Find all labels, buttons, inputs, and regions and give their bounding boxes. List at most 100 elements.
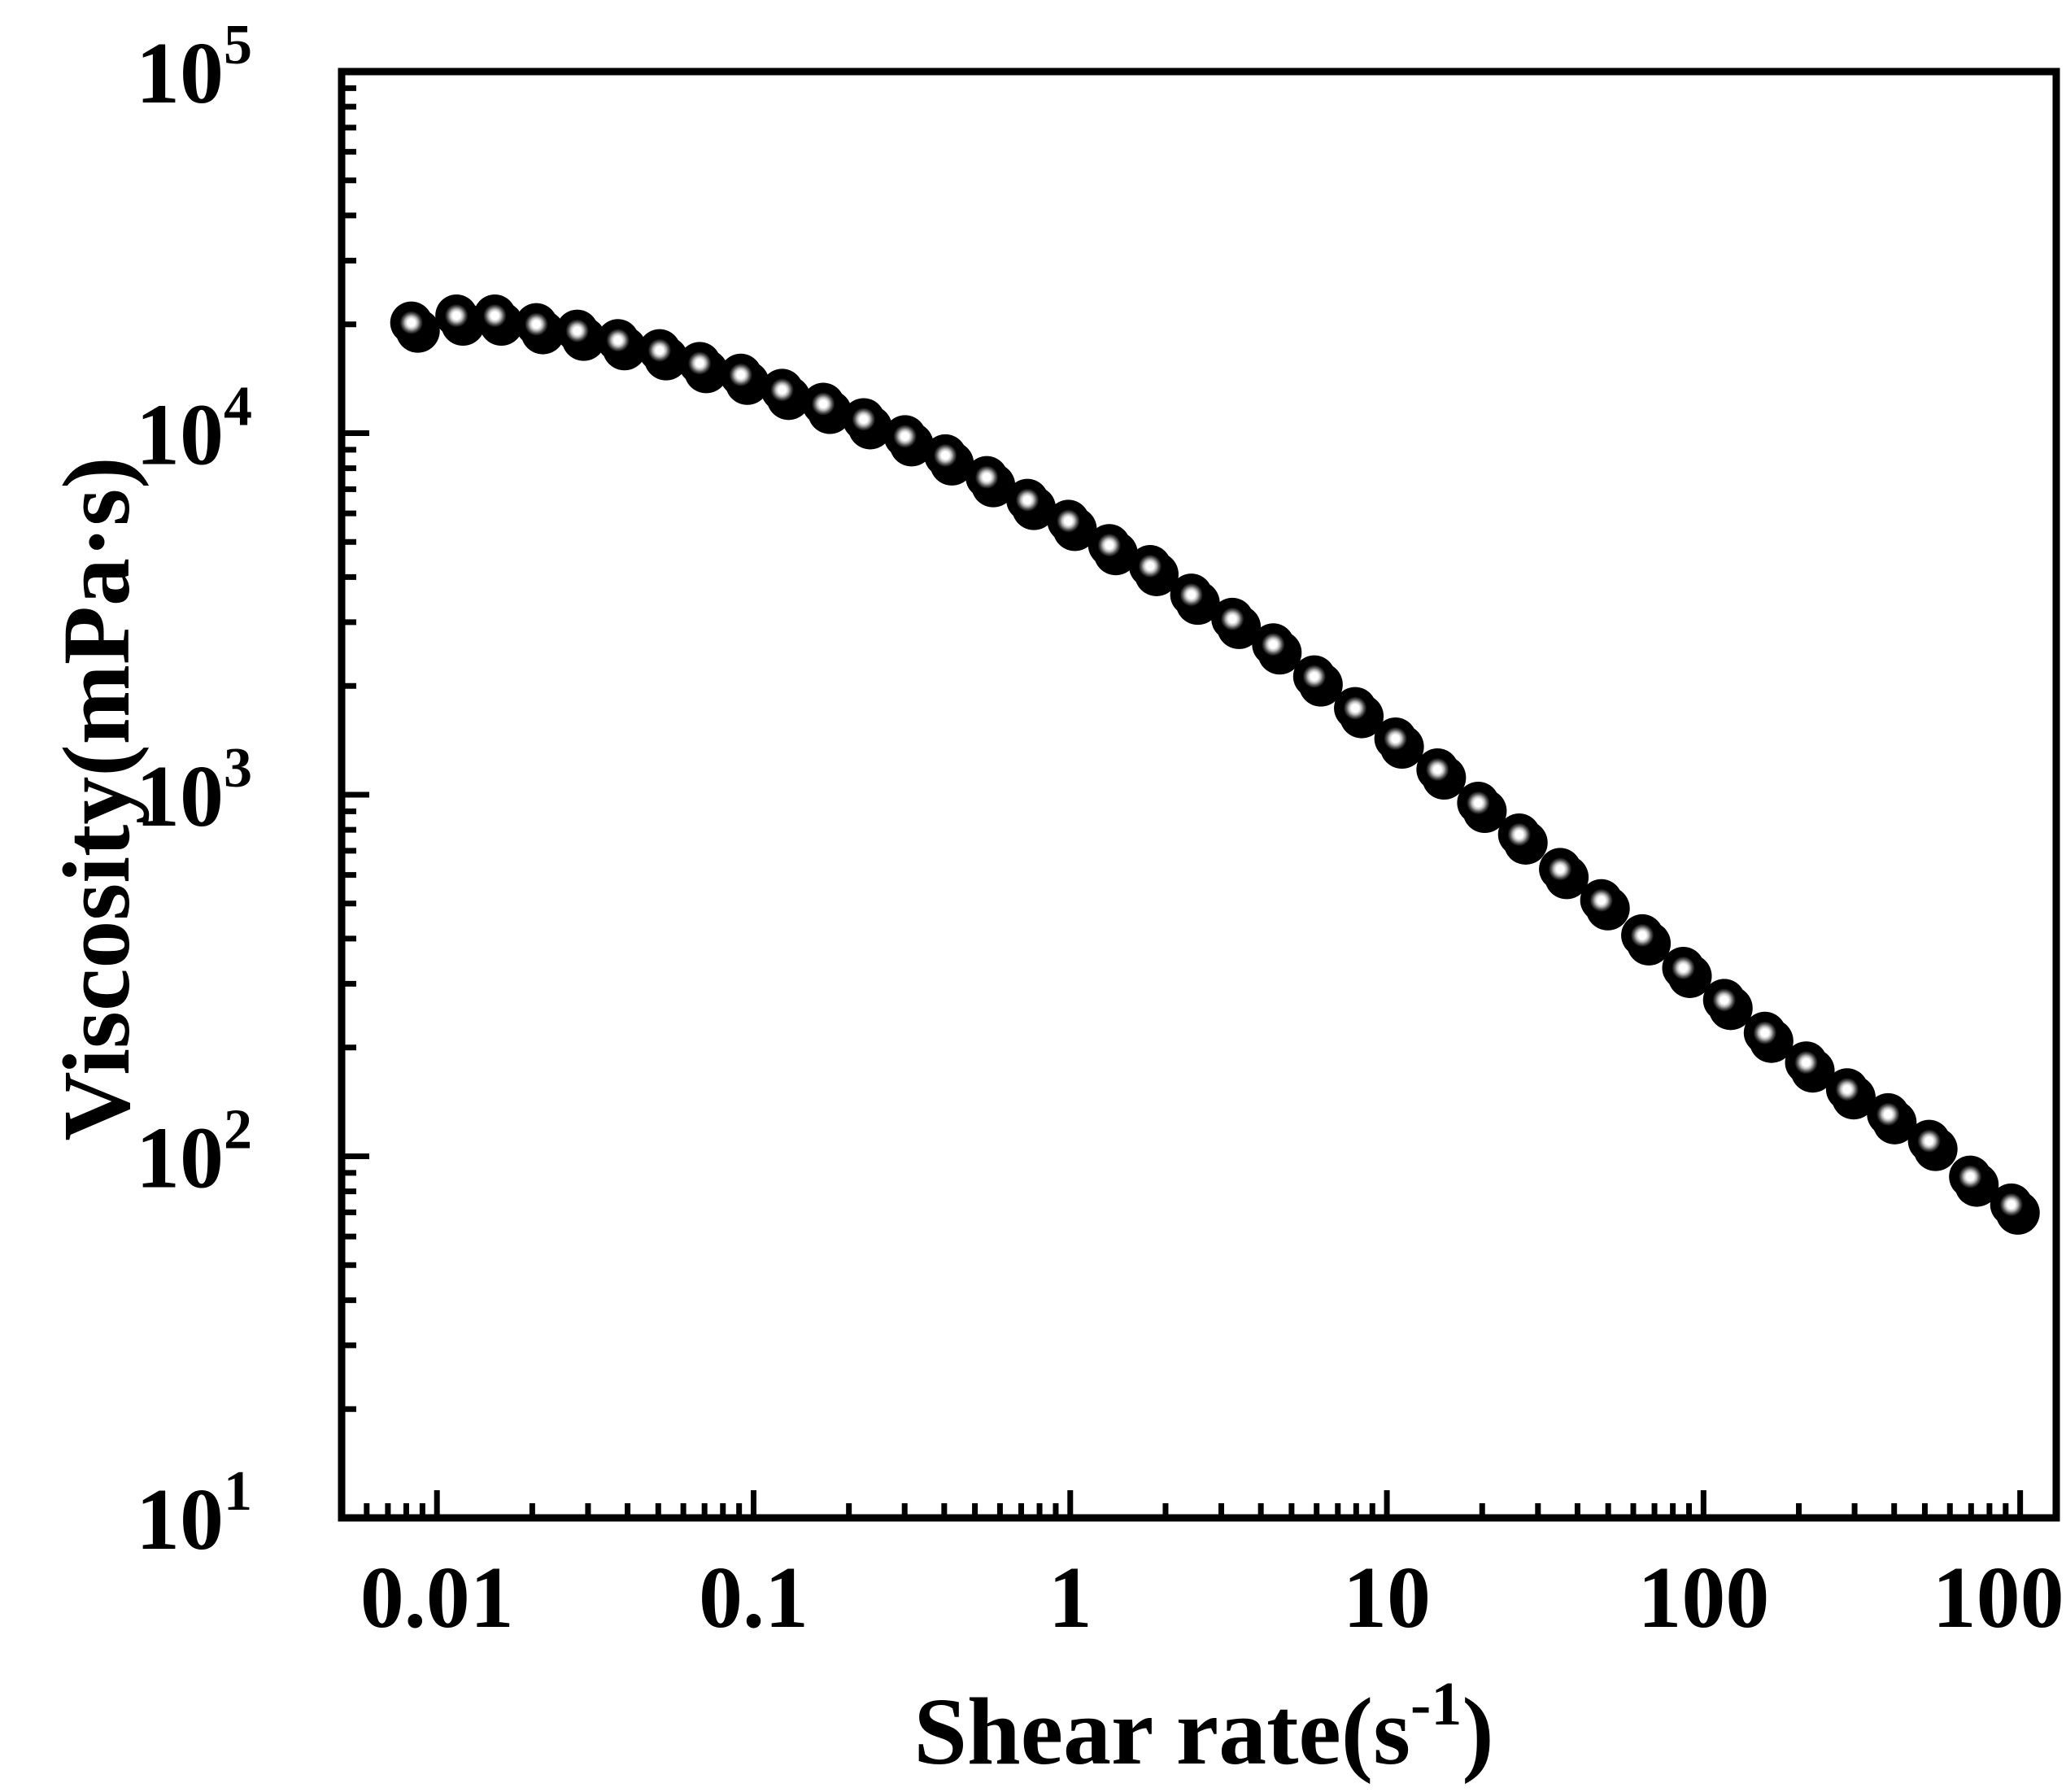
data-point-marker <box>1497 813 1541 856</box>
data-point <box>1211 597 1262 649</box>
data-point <box>924 434 974 486</box>
data-point <box>1785 1041 1835 1093</box>
data-point <box>1580 879 1630 931</box>
y-tick-label-base: 10 <box>136 25 224 122</box>
data-point <box>1825 1068 1876 1120</box>
data-point-marker <box>1825 1068 1868 1111</box>
data-point-marker <box>638 329 681 372</box>
data-point <box>802 382 852 434</box>
y-tick-label-exp: 2 <box>224 1099 252 1162</box>
plot-frame <box>338 68 2060 1522</box>
data-point <box>1702 979 1753 1031</box>
data-point <box>1170 573 1220 626</box>
y-tick-label-exp: 3 <box>224 737 252 800</box>
data-point-marker <box>1128 544 1171 587</box>
x-tick-label: 100 <box>1637 1550 1769 1646</box>
data-point-marker <box>1990 1183 2033 1226</box>
data-point <box>1087 524 1138 576</box>
x-axis-title-sup: -1 <box>1410 1670 1462 1738</box>
data-point <box>473 294 524 347</box>
data-point-marker <box>924 434 967 477</box>
data-point <box>515 303 565 355</box>
y-tick-label: 105 <box>136 14 252 122</box>
x-tick-label: 1 <box>1048 1550 1092 1646</box>
data-point-marker <box>473 294 516 338</box>
data-point-marker <box>678 342 721 385</box>
data-point-marker <box>1047 499 1090 543</box>
data-point-marker <box>965 456 1009 499</box>
y-tick-label-base: 10 <box>136 1110 224 1207</box>
data-point-marker <box>1785 1041 1828 1084</box>
data-point <box>1128 544 1179 596</box>
data-point <box>1292 655 1343 707</box>
data-point-marker <box>1292 655 1336 698</box>
data-point <box>719 353 769 405</box>
data-point <box>1374 717 1424 770</box>
x-tick-labels: 0.01 0.1 1 10 100 1000 <box>360 1550 2066 1646</box>
data-point-marker <box>515 303 558 346</box>
data-point <box>761 368 811 421</box>
data-point-marker <box>1416 748 1459 791</box>
y-tick-label-base: 10 <box>136 1472 224 1568</box>
y-tick-label-base: 10 <box>136 387 224 484</box>
data-point-marker <box>883 415 926 458</box>
data-point-marker <box>719 353 762 396</box>
data-point <box>1539 848 1589 900</box>
data-point <box>390 301 440 353</box>
data-point-marker <box>761 368 804 412</box>
data-point-marker <box>1457 782 1500 825</box>
data-point <box>965 456 1016 508</box>
data-point-marker <box>1580 879 1623 922</box>
data-point-marker <box>1662 946 1705 989</box>
data-point <box>842 398 892 450</box>
data-point <box>596 319 647 371</box>
tick-layer <box>338 68 2024 1521</box>
y-tick-label-exp: 1 <box>224 1460 252 1523</box>
data-point <box>556 309 606 361</box>
data-point-marker <box>390 301 433 344</box>
data-point <box>1334 687 1384 739</box>
x-axis-title-close: ) <box>1462 1678 1493 1785</box>
x-tick-label: 0.01 <box>360 1550 514 1646</box>
y-tick-label-base: 10 <box>136 748 224 845</box>
data-point-marker <box>1374 717 1417 761</box>
data-point-marker <box>1702 979 1746 1022</box>
plot-frame-layer <box>338 68 2060 1522</box>
data-point-marker <box>596 319 639 362</box>
y-tick-label: 104 <box>136 376 252 484</box>
data-point <box>1252 623 1302 675</box>
data-point-marker <box>1006 478 1049 521</box>
data-point <box>1907 1119 1958 1171</box>
data-point-marker <box>435 294 478 338</box>
x-tick-label: 10 <box>1343 1550 1431 1646</box>
data-point-marker <box>1087 524 1131 567</box>
y-axis-title: Viscosity(mPa·s) <box>43 456 150 1140</box>
data-point-marker <box>1252 623 1295 666</box>
data-point <box>1497 813 1548 865</box>
data-point-marker <box>1867 1092 1910 1136</box>
data-point <box>1416 748 1467 800</box>
data-point <box>1621 913 1672 966</box>
data-point-marker <box>1621 913 1664 957</box>
data-point-marker <box>1211 597 1254 640</box>
data-point-marker <box>1743 1011 1786 1054</box>
data-point-marker <box>1539 848 1582 891</box>
data-point-marker <box>1949 1155 1992 1198</box>
data-point <box>1867 1092 1917 1145</box>
data-point <box>1662 946 1712 998</box>
y-tick-label-exp: 4 <box>224 376 252 438</box>
data-point <box>638 329 688 381</box>
data-point <box>1006 478 1057 530</box>
y-tick-label: 102 <box>136 1099 252 1207</box>
data-point <box>1457 782 1507 834</box>
data-point-marker <box>556 309 599 352</box>
data-point-marker <box>802 382 845 425</box>
data-point <box>1990 1183 2040 1235</box>
x-tick-label: 1000 <box>1933 1550 2066 1646</box>
data-point <box>678 342 729 394</box>
data-point-marker <box>1170 573 1213 617</box>
data-point-marker <box>1334 687 1377 730</box>
